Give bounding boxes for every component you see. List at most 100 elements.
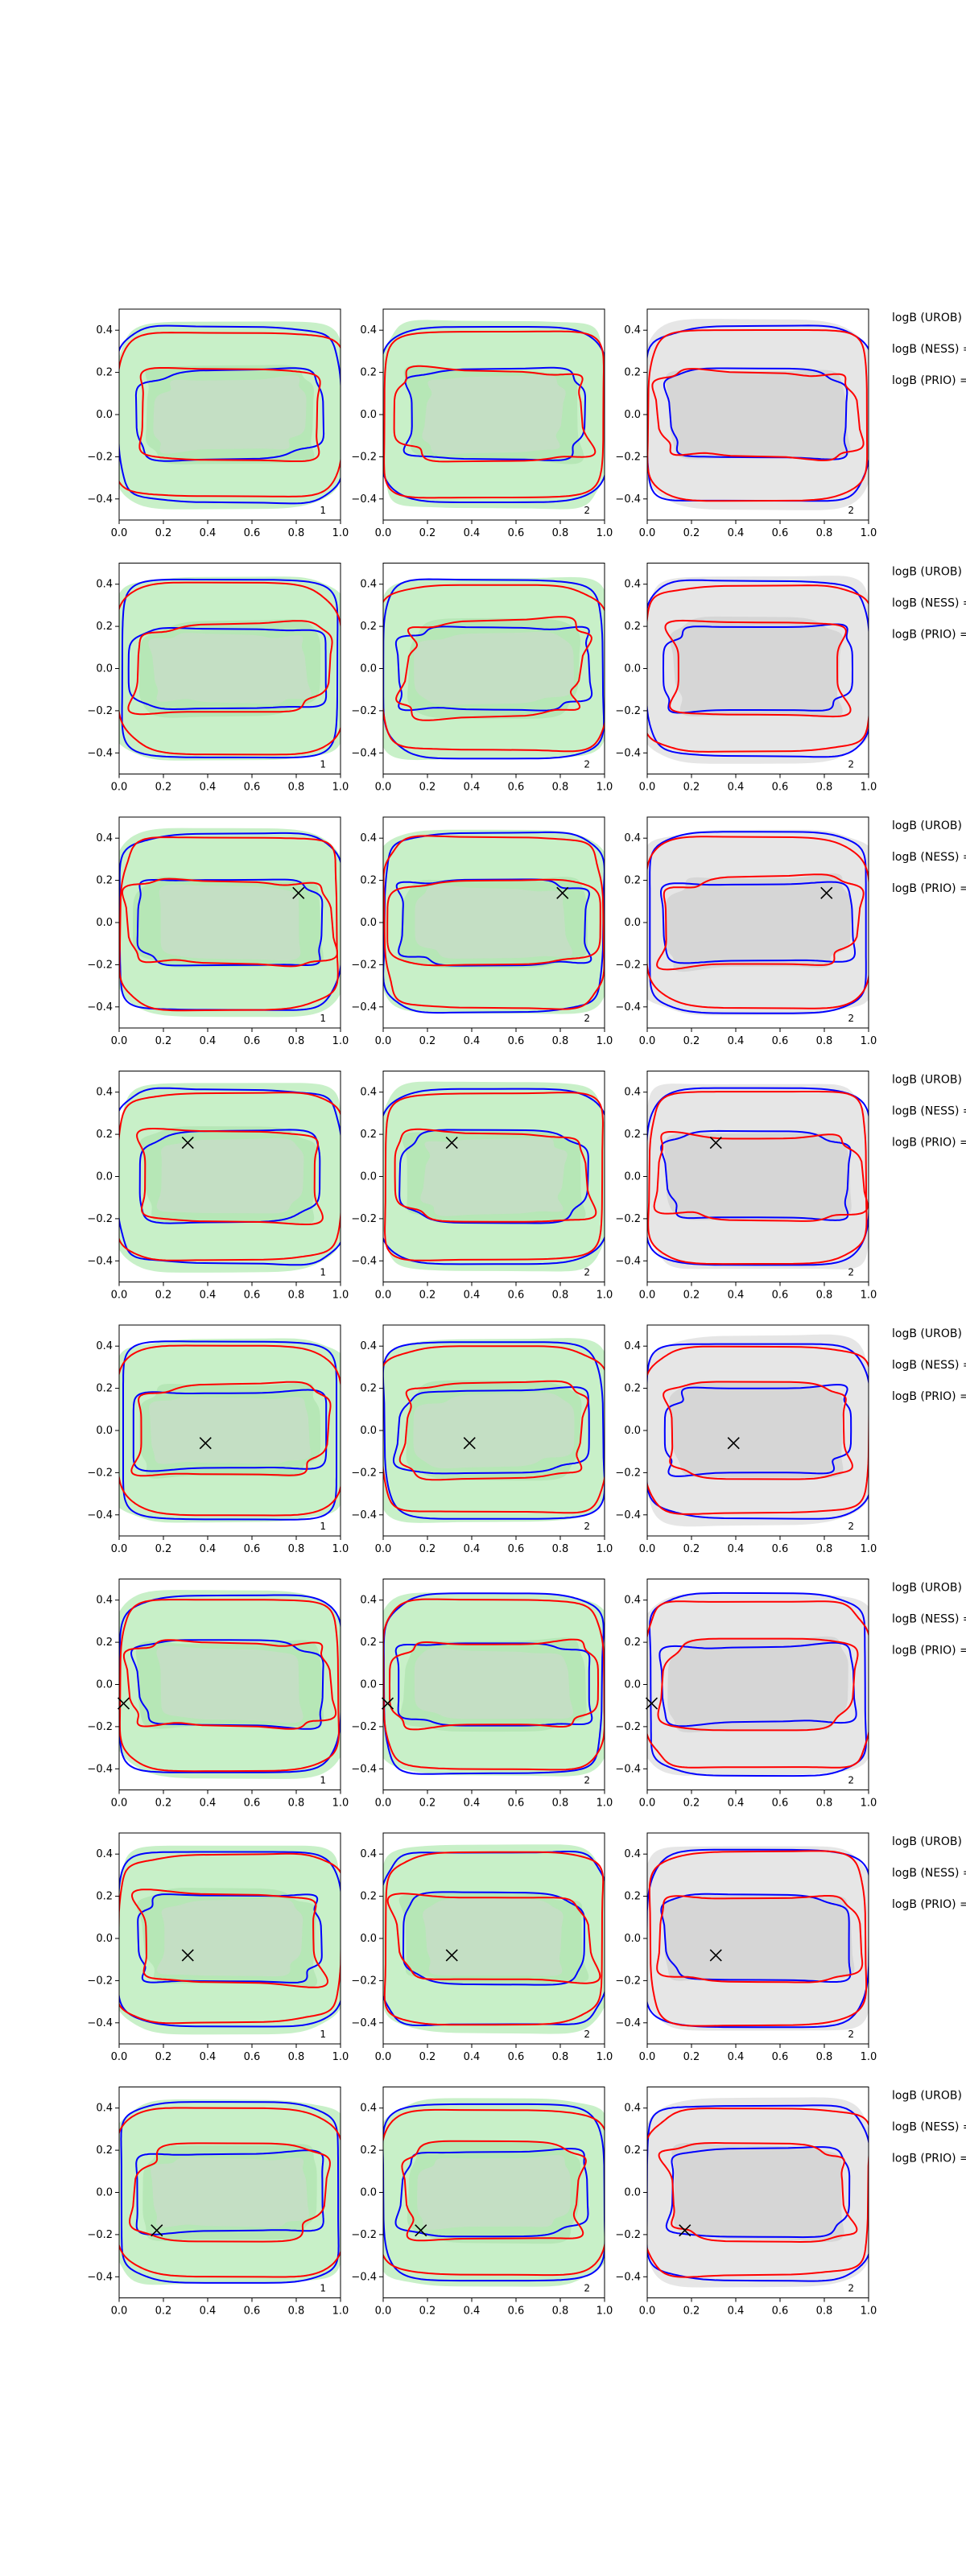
y-tick-label: 0.4: [96, 832, 113, 844]
x-tick-label: 1.0: [861, 1290, 877, 1302]
panel-number: 2: [584, 1013, 590, 1024]
y-tick-label: −0.2: [87, 1467, 113, 1479]
y-tick-label: −0.4: [351, 2271, 377, 2283]
red-outer-contour: [383, 2108, 605, 2277]
logb-label-2: logB (NESS) =: [892, 1359, 966, 1372]
x-tick-label: 0.8: [816, 1035, 833, 1047]
y-tick-label: −0.4: [87, 747, 113, 759]
x-tick-label: 0.4: [200, 1798, 217, 1810]
logb-label-1: logB (UROB) =: [892, 2090, 966, 2103]
density-core: [669, 616, 843, 717]
x-tick-label: 0.4: [464, 2051, 481, 2063]
y-tick-label: 0.2: [96, 1383, 113, 1395]
y-tick-label: 0.2: [96, 2145, 113, 2157]
x-tick-label: 1.0: [332, 1543, 349, 1555]
red-outer-contour: [383, 1851, 605, 2026]
x-tick-label: 0.4: [464, 1798, 481, 1810]
panel-number: 2: [848, 1267, 854, 1278]
marker-x: [445, 1137, 458, 1150]
blue-inner-contour: [134, 367, 325, 462]
x-tick-label: 0.8: [816, 2051, 833, 2063]
panel-number: 1: [320, 1267, 326, 1278]
panel-r2-c2: 0.0 0.2 0.4 0.6 0.8 1.0 −0.4 −0.2 0.0 0.2 0.4 2: [351, 563, 613, 794]
x-tick-label: 0.0: [639, 1798, 656, 1810]
panel-number: 2: [848, 1013, 854, 1024]
x-tick-label: 0.0: [111, 782, 128, 794]
x-tick-label: 0.0: [639, 1543, 656, 1555]
density-core: [664, 1133, 852, 1220]
x-tick-label: 0.0: [111, 1290, 128, 1302]
x-tick-label: 0.2: [683, 1543, 700, 1555]
y-tick-label: 0.2: [624, 621, 641, 633]
x-tick-label: 1.0: [861, 1543, 877, 1555]
marker-x: [117, 1697, 130, 1710]
x-tick-label: 0.6: [244, 1543, 261, 1555]
x-tick-label: 1.0: [332, 1035, 349, 1047]
x-tick-label: 1.0: [861, 1035, 877, 1047]
x-tick-label: 0.6: [508, 1543, 525, 1555]
marker-x: [679, 2224, 691, 2237]
x-tick-label: 0.2: [419, 1798, 436, 1810]
y-tick-label: 0.0: [624, 409, 641, 421]
panel-number: 1: [320, 505, 326, 516]
x-tick-label: 0.8: [288, 1798, 305, 1810]
x-tick-label: 0.8: [816, 782, 833, 794]
x-tick-label: 0.6: [508, 2306, 525, 2318]
x-tick-label: 0.0: [375, 1035, 392, 1047]
x-tick-label: 0.4: [464, 527, 481, 539]
y-tick-label: −0.4: [351, 1509, 377, 1521]
panel-number: 2: [584, 2283, 590, 2294]
y-tick-label: 0.4: [624, 1848, 641, 1860]
x-tick-label: 0.0: [111, 1543, 128, 1555]
x-tick-label: 0.8: [288, 1543, 305, 1555]
x-tick-label: 0.6: [772, 527, 789, 539]
y-tick-label: 0.0: [624, 1425, 641, 1437]
density-overlap: [420, 1137, 568, 1216]
blue-inner-contour: [662, 623, 854, 714]
red-inner-contour: [651, 368, 865, 461]
y-tick-label: −0.4: [87, 1509, 113, 1521]
marker-x: [645, 1697, 658, 1710]
marker-x: [381, 1697, 394, 1710]
x-tick-label: 0.2: [419, 782, 436, 794]
y-tick-label: −0.4: [87, 2017, 113, 2029]
y-tick-label: −0.2: [87, 959, 113, 971]
red-inner-contour: [386, 1893, 601, 1984]
logb-label-3: logB (PRIO) =: [892, 882, 966, 895]
panel-number: 2: [584, 1521, 590, 1532]
x-tick-label: 0.6: [772, 782, 789, 794]
y-tick-label: −0.2: [351, 1467, 377, 1479]
y-tick-label: 0.4: [360, 579, 377, 591]
density-core: [664, 873, 852, 972]
x-tick-label: 1.0: [861, 1798, 877, 1810]
blue-outer-contour: [383, 1851, 605, 2026]
marker-x: [292, 886, 305, 899]
x-tick-label: 0.8: [816, 1290, 833, 1302]
y-tick-label: −0.4: [351, 1255, 377, 1267]
density-overlap: [156, 1137, 304, 1214]
panel-number: 2: [848, 759, 854, 770]
x-tick-label: 0.8: [816, 1543, 833, 1555]
red-inner-contour: [395, 616, 592, 721]
panel-r1-c1: 0.0 0.2 0.4 0.6 0.8 1.0 −0.4 −0.2 0.0 0.2 0.4 1: [87, 308, 349, 539]
panel-number: 2: [848, 505, 854, 516]
x-tick-label: 0.0: [111, 1798, 128, 1810]
blue-inner-contour: [660, 1129, 852, 1221]
x-tick-label: 0.2: [683, 1798, 700, 1810]
x-tick-label: 1.0: [332, 1290, 349, 1302]
blue-inner-contour: [663, 1384, 852, 1477]
panel-r4-c1: 0.0 0.2 0.4 0.6 0.8 1.0 −0.4 −0.2 0.0 0.2 0.4 1: [87, 1071, 349, 1302]
x-tick-label: 0.4: [200, 527, 217, 539]
x-tick-label: 0.2: [155, 1543, 172, 1555]
red-inner-contour: [129, 2142, 331, 2243]
y-tick-label: 0.0: [624, 1679, 641, 1691]
density-overlap: [157, 1898, 303, 1977]
red-inner-contour: [136, 1128, 324, 1225]
panel-number: 1: [320, 2029, 326, 2040]
x-tick-label: 0.4: [200, 1543, 217, 1555]
blue-inner-contour: [394, 1642, 593, 1727]
y-tick-label: 0.2: [360, 2145, 377, 2157]
y-tick-label: −0.2: [351, 1975, 377, 1987]
blue-outer-contour: [121, 578, 339, 759]
